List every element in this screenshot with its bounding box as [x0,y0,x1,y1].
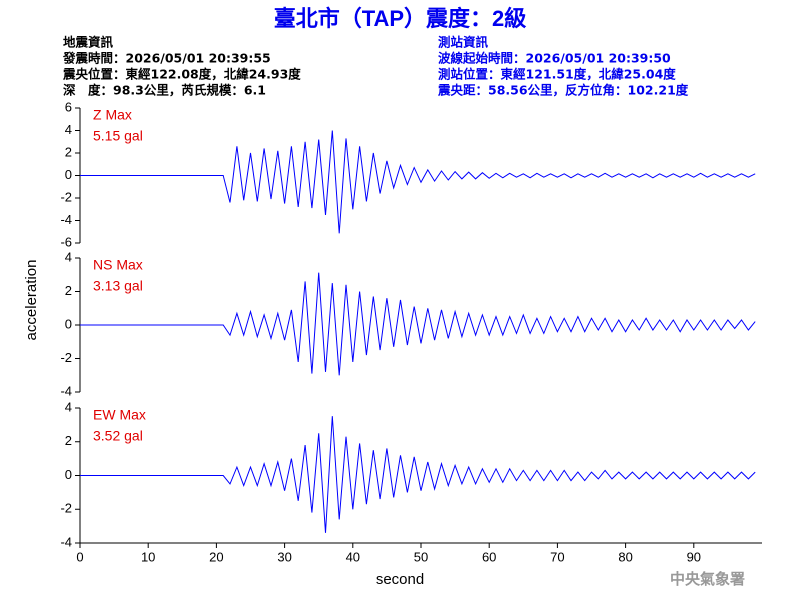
x-tick-label: 50 [414,549,428,564]
x-tick-label: 10 [141,549,155,564]
y-tick-label: -4 [60,534,72,549]
y-tick-label: -6 [60,234,72,249]
peak-label: 3.13 gal [93,278,143,294]
x-tick-label: 60 [482,549,496,564]
info-line: 地震資訊 [63,35,114,50]
y-tick-label: -4 [60,383,72,398]
y-tick-label: 4 [65,399,72,414]
x-tick-label: 20 [209,549,223,564]
y-tick-label: -2 [60,501,72,516]
y-tick-label: 2 [65,144,72,159]
x-tick-label: 30 [277,549,291,564]
y-axis-label: acceleration [23,260,40,341]
y-tick-label: -2 [60,350,72,365]
x-tick-label: 70 [550,549,564,564]
y-tick-label: -4 [60,212,72,227]
info-line: 深 度：98.3公里，芮氏規模：6.1 [63,83,266,98]
x-tick-label: 40 [346,549,360,564]
channel-label: EW Max [93,407,146,423]
y-tick-label: 2 [65,433,72,448]
y-tick-label: -2 [60,189,72,204]
y-tick-label: 4 [65,249,72,264]
channel-label: NS Max [93,257,143,273]
info-line: 測站位置：東經121.51度，北緯25.04度 [438,67,676,82]
x-tick-label: 80 [618,549,632,564]
info-line: 發震時間：2026/05/01 20:39:55 [62,51,271,66]
info-line: 波線起始時間：2026/05/01 20:39:50 [438,51,671,66]
chart-title: 臺北市（TAP）震度：2級 [274,6,527,31]
info-line: 震央距：58.56公里，反方位角：102.21度 [437,83,689,98]
y-tick-label: 2 [65,283,72,298]
y-tick-label: 4 [65,122,72,137]
y-tick-label: 6 [65,99,72,114]
y-tick-label: 0 [65,316,72,331]
x-tick-label: 0 [76,549,83,564]
x-axis-label: second [376,571,424,588]
peak-label: 5.15 gal [93,128,143,144]
info-line: 震央位置：東經122.08度，北緯24.93度 [62,67,301,82]
peak-label: 3.52 gal [93,428,143,444]
y-tick-label: 0 [65,467,72,482]
y-tick-label: 0 [65,167,72,182]
waveform [80,272,756,376]
waveform [80,416,756,533]
channel-label: Z Max [93,107,132,123]
footer: 中央氣象署 [670,570,745,588]
waveform [80,130,756,234]
x-tick-label: 90 [687,549,701,564]
info-line: 測站資訊 [438,35,489,50]
